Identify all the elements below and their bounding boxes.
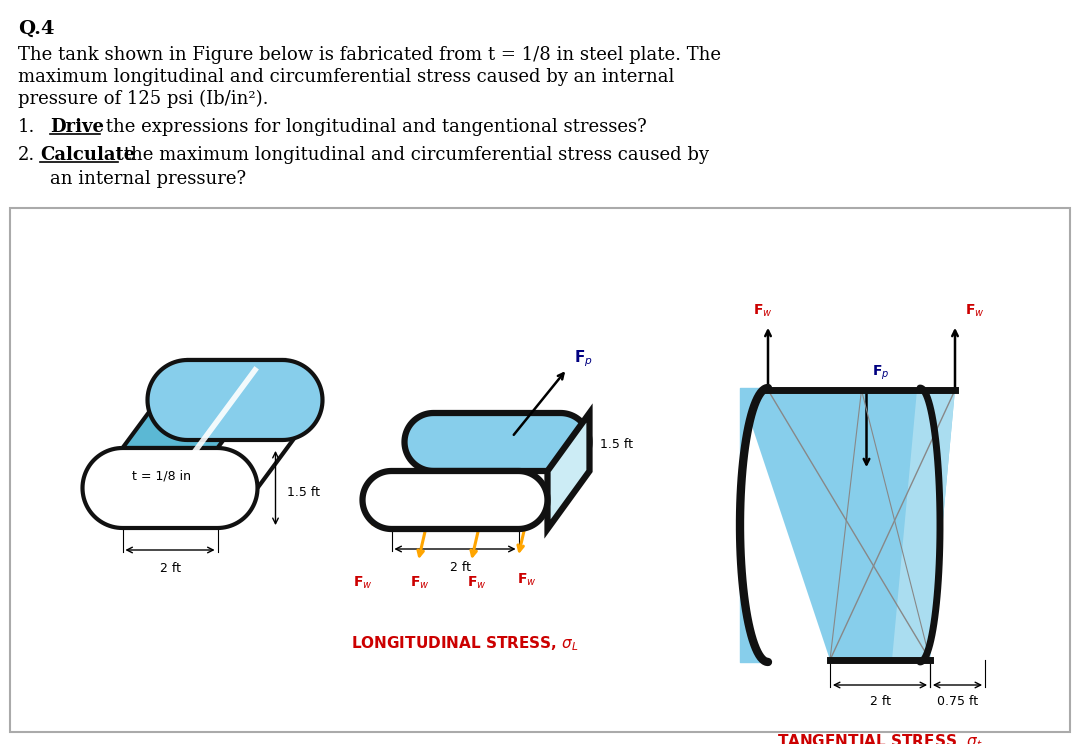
Text: F$_w$: F$_w$ <box>353 575 373 591</box>
Polygon shape <box>122 360 283 448</box>
Polygon shape <box>740 390 955 660</box>
Text: Drive: Drive <box>50 118 104 136</box>
Polygon shape <box>405 413 590 471</box>
Polygon shape <box>548 413 590 529</box>
Text: the maximum longitudinal and circumferential stress caused by: the maximum longitudinal and circumferen… <box>118 146 708 164</box>
Text: TANGENTIAL STRESS  $\sigma_t$: TANGENTIAL STRESS $\sigma_t$ <box>778 732 983 744</box>
Text: 0.75 ft: 0.75 ft <box>937 695 978 708</box>
Text: F$_w$: F$_w$ <box>966 303 985 319</box>
Text: Q.4: Q.4 <box>18 20 54 38</box>
Text: pressure of 125 psi (Ib/in²).: pressure of 125 psi (Ib/in²). <box>18 90 269 108</box>
Polygon shape <box>148 360 323 440</box>
Text: 1.5 ft: 1.5 ft <box>287 487 320 499</box>
Text: LONGITUDINAL STRESS, $\sigma_L$: LONGITUDINAL STRESS, $\sigma_L$ <box>351 634 579 652</box>
Text: an internal pressure?: an internal pressure? <box>50 170 246 188</box>
Text: F$_w$: F$_w$ <box>517 572 537 589</box>
Text: F$_p$: F$_p$ <box>873 364 890 382</box>
Polygon shape <box>257 400 323 488</box>
Text: F$_w$: F$_w$ <box>753 303 773 319</box>
Text: 1.: 1. <box>18 118 36 136</box>
Text: 2 ft: 2 ft <box>449 561 471 574</box>
Bar <box>10 208 1070 732</box>
Text: 1.5 ft: 1.5 ft <box>599 437 633 451</box>
Polygon shape <box>892 390 955 660</box>
Polygon shape <box>82 448 257 528</box>
Text: F$_p$: F$_p$ <box>573 349 593 369</box>
Polygon shape <box>363 471 548 529</box>
Text: Calculate: Calculate <box>40 146 135 164</box>
Text: 2 ft: 2 ft <box>869 695 891 708</box>
Text: 2.: 2. <box>18 146 36 164</box>
Text: The tank shown in Figure below is fabricated from t = 1/8 in steel plate. The: The tank shown in Figure below is fabric… <box>18 46 721 64</box>
Text: maximum longitudinal and circumferential stress caused by an internal: maximum longitudinal and circumferential… <box>18 68 674 86</box>
Text: 2 ft: 2 ft <box>160 562 180 575</box>
Text: t = 1/8 in: t = 1/8 in <box>133 469 191 483</box>
Text: F$_w$: F$_w$ <box>468 575 487 591</box>
Text: F$_w$: F$_w$ <box>410 575 430 591</box>
Text: the expressions for longitudinal and tangentional stresses?: the expressions for longitudinal and tan… <box>100 118 647 136</box>
